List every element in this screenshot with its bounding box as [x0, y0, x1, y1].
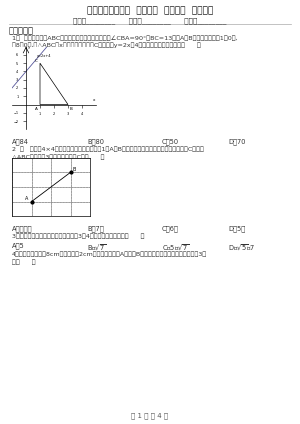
Text: △ABC的面积为3，满足条件的点C有（      ）: △ABC的面积为3，满足条件的点C有（ ） — [12, 154, 104, 159]
Text: 一、单选题: 一、单选题 — [9, 27, 34, 36]
Text: x: x — [93, 98, 96, 102]
Text: A．84: A．84 — [12, 139, 29, 145]
Text: 第 1 页 共 4 页: 第 1 页 共 4 页 — [131, 412, 169, 419]
Text: A．5: A．5 — [12, 243, 25, 249]
Text: D．70: D．70 — [228, 139, 245, 145]
Text: C．6个: C．6个 — [162, 226, 179, 232]
Text: 人教版八年级下册  第十七章  勾股定理  章节测试: 人教版八年级下册 第十七章 勾股定理 章节测试 — [87, 6, 213, 15]
Text: B．$\sqrt{7}$: B．$\sqrt{7}$ — [87, 243, 107, 252]
Text: 3．已知一个直角三角形的两直角边为3，4，则它的另一边长为（      ）: 3．已知一个直角三角形的两直角边为3，4，则它的另一边长为（ ） — [12, 234, 145, 239]
Text: C．5或$\sqrt{7}$: C．5或$\sqrt{7}$ — [162, 243, 189, 252]
Text: D．$\sqrt{5}$或7: D．$\sqrt{5}$或7 — [228, 243, 256, 252]
Text: A: A — [35, 107, 38, 112]
Text: C: C — [34, 59, 37, 62]
Text: A: A — [25, 196, 28, 201]
Text: 1．  如图，把顶点ABC放在平面直角坐标系内，其中∠CBA=90°，BC=13，点A、B的坐标分别为（1，0）,: 1． 如图，把顶点ABC放在平面直角坐标系内，其中∠CBA=90°，BC=13，… — [12, 36, 238, 41]
Text: y=2x+4: y=2x+4 — [37, 53, 52, 58]
Text: 2  ．   如图，4×4方格纸中小正方形的边长为1，A、B两点在格点上，现在图中格点上找到点C，使得: 2 ． 如图，4×4方格纸中小正方形的边长为1，A、B两点在格点上，现在图中格点… — [12, 147, 204, 152]
Text: B: B — [72, 167, 75, 172]
Text: D．5个: D．5个 — [228, 226, 245, 232]
Text: B: B — [69, 107, 72, 112]
Text: 4．如图，一圆柱高8cm，底面半径2cm，一只蚂蚁从点A爬到点B处觅食，需爬行的最短路程（平方3）: 4．如图，一圆柱高8cm，底面半径2cm，一只蚂蚁从点A爬到点B处觅食，需爬行的… — [12, 252, 207, 257]
Text: B．80: B．80 — [87, 139, 104, 145]
Text: y: y — [28, 45, 31, 49]
Text: C．50: C．50 — [162, 139, 179, 145]
Text: 是（      ）: 是（ ） — [12, 259, 36, 265]
Text: （8，0）,把△ABC沿x轴翻右平移，当点C落在直线y=2x＋4上时，投影反对应的值为（      ）: （8，0）,把△ABC沿x轴翻右平移，当点C落在直线y=2x＋4上时，投影反对应… — [12, 43, 201, 48]
Text: B．7个: B．7个 — [87, 226, 104, 232]
Text: A．无数个: A．无数个 — [12, 226, 32, 232]
Text: 姓名：________      班级：________      成绩：________: 姓名：________ 班级：________ 成绩：________ — [73, 17, 227, 24]
